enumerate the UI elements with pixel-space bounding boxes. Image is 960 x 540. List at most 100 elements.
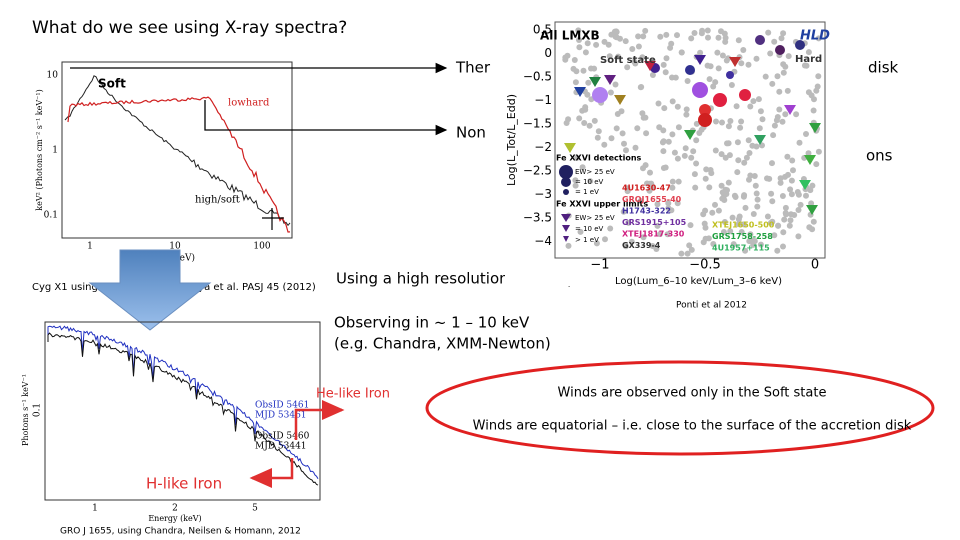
figure-bg — [505, 18, 830, 286]
spectrum-high-soft — [64, 75, 291, 227]
dot — [582, 49, 589, 56]
dot — [707, 167, 714, 173]
text: GRS1758-258 — [712, 232, 773, 241]
plot-frame — [554, 21, 826, 259]
dot — [719, 119, 725, 126]
dot — [704, 62, 711, 69]
text: Hard — [795, 54, 822, 65]
dot — [655, 100, 662, 107]
dot — [756, 125, 763, 132]
text: −2.5 — [523, 164, 552, 178]
text: EW> 25 eV — [575, 168, 615, 176]
dot — [687, 222, 694, 229]
dot — [660, 61, 667, 68]
dot — [749, 142, 756, 149]
cross — [262, 208, 284, 230]
legend-marker — [559, 165, 573, 179]
dot — [640, 234, 647, 241]
dot — [643, 130, 650, 137]
dot — [607, 89, 614, 96]
dot — [729, 214, 736, 221]
text: ObsID 5460 — [255, 432, 310, 442]
dot — [742, 247, 749, 254]
dot — [619, 130, 626, 137]
dot — [686, 242, 693, 249]
dot — [632, 144, 639, 151]
dot — [665, 200, 672, 207]
dot — [629, 46, 636, 52]
dot — [661, 105, 668, 112]
dot — [727, 228, 734, 235]
triangle — [574, 87, 586, 97]
dot — [767, 219, 774, 226]
dot — [718, 28, 724, 35]
dot — [624, 188, 631, 195]
dot — [737, 124, 744, 131]
text: hin'ya et al. PASJ 45 (2012) — [180, 282, 316, 293]
dot — [722, 34, 729, 41]
triangle — [729, 57, 741, 67]
dot — [656, 124, 663, 131]
text: What do we see using X-ray spectra? — [32, 18, 347, 38]
legend-marker — [563, 189, 569, 195]
dot — [601, 141, 608, 148]
dot — [780, 30, 787, 37]
dot — [584, 40, 591, 47]
text: Ponti et al 2012 — [676, 301, 747, 311]
dot — [732, 194, 739, 200]
dot — [784, 153, 791, 160]
text: ObsID 5461 — [255, 401, 309, 411]
text: keV² (Photons cm⁻² s⁻¹ keV⁻¹) — [35, 89, 44, 210]
text: H-like Iron — [146, 475, 222, 493]
dot — [632, 60, 639, 67]
triangle — [589, 77, 601, 87]
dot — [649, 72, 656, 78]
dot — [572, 177, 579, 184]
dot — [576, 44, 583, 51]
dot — [774, 73, 781, 80]
text: He-like Iron — [316, 387, 390, 402]
dot — [662, 164, 669, 171]
text: Soft — [98, 77, 126, 91]
dot — [810, 107, 817, 114]
text: 100 — [253, 242, 270, 252]
dot — [572, 79, 579, 86]
triangle — [684, 130, 696, 140]
dot — [586, 122, 593, 129]
dot — [678, 49, 685, 56]
dot — [579, 164, 586, 171]
text: ons — [866, 147, 893, 165]
dot — [712, 147, 719, 154]
dot — [753, 190, 760, 197]
dot — [669, 74, 675, 81]
dot — [790, 167, 796, 174]
dot — [683, 111, 690, 118]
dot — [718, 151, 725, 158]
dot — [782, 111, 789, 118]
dot — [765, 29, 772, 36]
dot — [784, 87, 791, 94]
dot — [779, 193, 786, 199]
dot — [704, 27, 711, 34]
dot — [776, 88, 783, 95]
dot — [581, 120, 588, 126]
dot — [776, 106, 783, 113]
text: (e.g. Chandra, XMM-Newton) — [334, 335, 551, 353]
text: disk — [868, 59, 899, 77]
dot — [778, 35, 785, 42]
dot — [691, 30, 698, 36]
red-arrow — [294, 400, 345, 440]
text: Non — [456, 124, 486, 142]
dot — [576, 115, 583, 122]
dot — [625, 219, 632, 226]
dot — [757, 108, 764, 115]
dot — [768, 190, 775, 197]
text: 1 — [52, 146, 58, 156]
dot — [615, 53, 622, 60]
dot — [674, 103, 681, 110]
text: −3.5 — [523, 211, 552, 225]
text: 4U1630-47 — [622, 184, 671, 193]
marker — [699, 104, 711, 116]
dot — [702, 207, 709, 214]
